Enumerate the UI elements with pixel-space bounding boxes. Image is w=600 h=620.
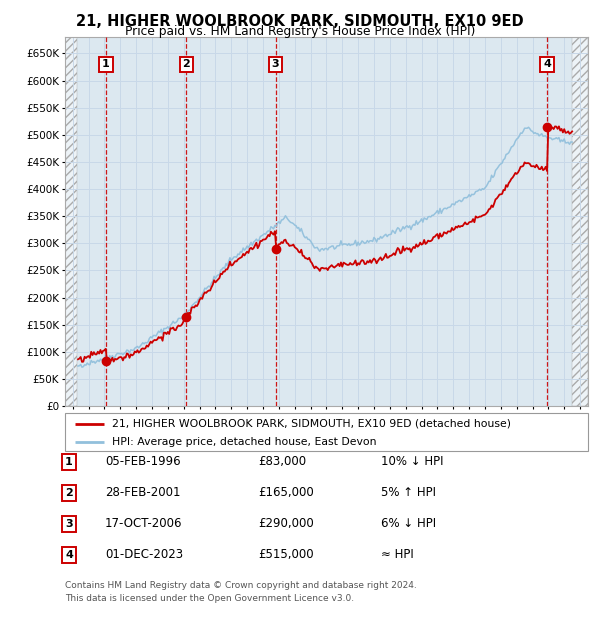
Text: 10% ↓ HPI: 10% ↓ HPI: [381, 456, 443, 468]
Text: £290,000: £290,000: [258, 518, 314, 530]
Text: 6% ↓ HPI: 6% ↓ HPI: [381, 518, 436, 530]
Text: Price paid vs. HM Land Registry's House Price Index (HPI): Price paid vs. HM Land Registry's House …: [125, 25, 475, 38]
Text: 21, HIGHER WOOLBROOK PARK, SIDMOUTH, EX10 9ED: 21, HIGHER WOOLBROOK PARK, SIDMOUTH, EX1…: [76, 14, 524, 29]
Text: £83,000: £83,000: [258, 456, 306, 468]
Text: £165,000: £165,000: [258, 487, 314, 499]
Text: 28-FEB-2001: 28-FEB-2001: [105, 487, 181, 499]
Text: 5% ↑ HPI: 5% ↑ HPI: [381, 487, 436, 499]
Text: 1: 1: [102, 60, 110, 69]
Text: 21, HIGHER WOOLBROOK PARK, SIDMOUTH, EX10 9ED (detached house): 21, HIGHER WOOLBROOK PARK, SIDMOUTH, EX1…: [112, 418, 511, 428]
Bar: [572, 37, 588, 406]
Text: 4: 4: [65, 550, 73, 560]
Bar: [65, 37, 77, 406]
Text: Contains HM Land Registry data © Crown copyright and database right 2024.: Contains HM Land Registry data © Crown c…: [65, 581, 416, 590]
Text: ≈ HPI: ≈ HPI: [381, 549, 414, 561]
Text: 01-DEC-2023: 01-DEC-2023: [105, 549, 183, 561]
Text: 1: 1: [65, 457, 73, 467]
Text: 3: 3: [65, 519, 73, 529]
Text: £515,000: £515,000: [258, 549, 314, 561]
FancyBboxPatch shape: [65, 413, 588, 451]
Text: This data is licensed under the Open Government Licence v3.0.: This data is licensed under the Open Gov…: [65, 593, 354, 603]
Text: 2: 2: [65, 488, 73, 498]
Text: 4: 4: [543, 60, 551, 69]
Text: 17-OCT-2006: 17-OCT-2006: [105, 518, 182, 530]
Text: 05-FEB-1996: 05-FEB-1996: [105, 456, 181, 468]
Text: 3: 3: [272, 60, 280, 69]
Text: 2: 2: [182, 60, 190, 69]
Text: HPI: Average price, detached house, East Devon: HPI: Average price, detached house, East…: [112, 436, 376, 447]
